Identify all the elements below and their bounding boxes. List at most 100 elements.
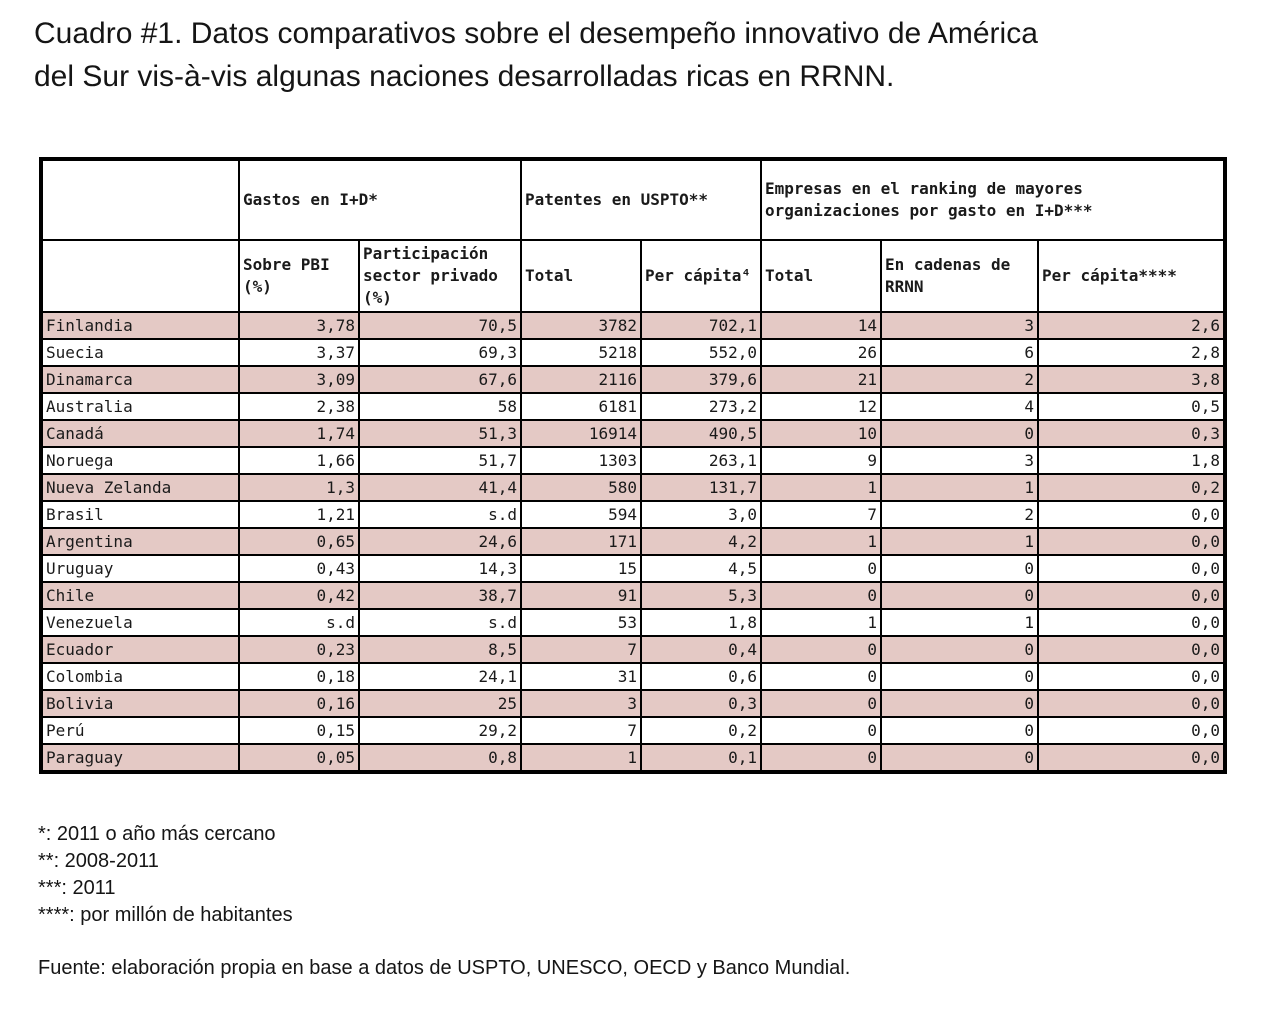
pbi-cell: 0,05 — [238, 743, 360, 773]
private-share-cell: 58 — [357, 392, 523, 421]
patents-per-capita-cell: 0,2 — [640, 716, 763, 745]
header-patents-total: Total — [520, 239, 643, 313]
pbi-cell: 1,3 — [238, 473, 360, 502]
patents-total-cell: 171 — [520, 527, 643, 556]
header-companies-rrnn: En cadenas de RRNN — [880, 239, 1040, 313]
private-share-cell: 0,8 — [357, 743, 523, 773]
patents-per-capita-cell: 4,5 — [640, 554, 763, 583]
country-cell: Argentina — [40, 527, 240, 556]
companies-total-cell: 1 — [760, 473, 883, 502]
companies-per-capita-cell: 0,5 — [1037, 392, 1227, 421]
companies-rrnn-cell: 0 — [880, 635, 1040, 664]
private-share-cell: 14,3 — [357, 554, 523, 583]
companies-rrnn-cell: 1 — [880, 473, 1040, 502]
country-cell: Australia — [40, 392, 240, 421]
table-row: Uruguay 0,43 14,3 15 4,5 0 0 0,0 — [40, 554, 1227, 583]
patents-total-cell: 16914 — [520, 419, 643, 448]
companies-total-cell: 1 — [760, 608, 883, 637]
private-share-cell: 51,7 — [357, 446, 523, 475]
private-share-cell: s.d — [357, 500, 523, 529]
patents-total-cell: 6181 — [520, 392, 643, 421]
pbi-cell: 0,65 — [238, 527, 360, 556]
header-patents-per-capita: Per cápita⁴ — [640, 239, 763, 313]
table-row: Brasil 1,21 s.d 594 3,0 7 2 0,0 — [40, 500, 1227, 529]
companies-rrnn-cell: 3 — [880, 311, 1040, 340]
table-row: Argentina 0,65 24,6 171 4,2 1 1 0,0 — [40, 527, 1227, 556]
patents-total-cell: 91 — [520, 581, 643, 610]
header-companies-total: Total — [760, 239, 883, 313]
country-cell: Canadá — [40, 419, 240, 448]
companies-per-capita-cell: 0,0 — [1037, 500, 1227, 529]
table-row: Nueva Zelanda 1,3 41,4 580 131,7 1 1 0,2 — [40, 473, 1227, 502]
companies-rrnn-cell: 0 — [880, 743, 1040, 773]
patents-total-cell: 7 — [520, 716, 643, 745]
companies-per-capita-cell: 2,6 — [1037, 311, 1227, 340]
companies-rrnn-cell: 0 — [880, 554, 1040, 583]
patents-per-capita-cell: 0,3 — [640, 689, 763, 718]
companies-rrnn-cell: 0 — [880, 662, 1040, 691]
companies-total-cell: 10 — [760, 419, 883, 448]
private-share-cell: 67,6 — [357, 365, 523, 394]
companies-total-cell: 14 — [760, 311, 883, 340]
companies-rrnn-cell: 2 — [880, 500, 1040, 529]
companies-rrnn-cell: 1 — [880, 608, 1040, 637]
companies-per-capita-cell: 2,8 — [1037, 338, 1227, 367]
companies-per-capita-cell: 0,0 — [1037, 554, 1227, 583]
companies-rrnn-cell: 0 — [880, 689, 1040, 718]
pbi-cell: 0,16 — [238, 689, 360, 718]
patents-per-capita-cell: 702,1 — [640, 311, 763, 340]
table-row: Perú 0,15 29,2 7 0,2 0 0 0,0 — [40, 716, 1227, 745]
country-cell: Paraguay — [40, 743, 240, 773]
header-pbi: Sobre PBI (%) — [238, 239, 360, 313]
companies-rrnn-cell: 1 — [880, 527, 1040, 556]
companies-total-cell: 12 — [760, 392, 883, 421]
companies-total-cell: 0 — [760, 716, 883, 745]
companies-total-cell: 0 — [760, 662, 883, 691]
companies-per-capita-cell: 0,0 — [1037, 689, 1227, 718]
companies-per-capita-cell: 0,0 — [1037, 716, 1227, 745]
footnote: ****: por millón de habitantes — [38, 904, 293, 926]
table-row: Canadá 1,74 51,3 16914 490,5 10 0 0,3 — [40, 419, 1227, 448]
companies-per-capita-cell: 0,2 — [1037, 473, 1227, 502]
companies-rrnn-cell: 0 — [880, 419, 1040, 448]
companies-total-cell: 26 — [760, 338, 883, 367]
header-companies: Empresas en el ranking de mayores organi… — [760, 158, 1227, 241]
pbi-cell: 0,43 — [238, 554, 360, 583]
patents-total-cell: 7 — [520, 635, 643, 664]
patents-per-capita-cell: 5,3 — [640, 581, 763, 610]
pbi-cell: 3,37 — [238, 338, 360, 367]
private-share-cell: 41,4 — [357, 473, 523, 502]
patents-per-capita-cell: 273,2 — [640, 392, 763, 421]
companies-per-capita-cell: 0,0 — [1037, 662, 1227, 691]
sub-header-row: Sobre PBI (%) Participación sector priva… — [40, 239, 1227, 313]
patents-total-cell: 3782 — [520, 311, 643, 340]
title-line: del Sur vis-à-vis algunas naciones desar… — [34, 60, 895, 93]
pbi-cell: 0,42 — [238, 581, 360, 610]
patents-per-capita-cell: 0,6 — [640, 662, 763, 691]
companies-per-capita-cell: 0,0 — [1037, 635, 1227, 664]
companies-rrnn-cell: 3 — [880, 446, 1040, 475]
table-row: Noruega 1,66 51,7 1303 263,1 9 3 1,8 — [40, 446, 1227, 475]
companies-total-cell: 0 — [760, 689, 883, 718]
patents-total-cell: 1303 — [520, 446, 643, 475]
country-cell: Venezuela — [40, 608, 240, 637]
country-cell: Finlandia — [40, 311, 240, 340]
country-cell: Perú — [40, 716, 240, 745]
table-row: Ecuador 0,23 8,5 7 0,4 0 0 0,0 — [40, 635, 1227, 664]
header-companies-per-capita: Per cápita**** — [1037, 239, 1227, 313]
footnotes: *: 2011 o año más cercano **: 2008-2011 … — [38, 821, 293, 929]
patents-per-capita-cell: 4,2 — [640, 527, 763, 556]
table-row: Suecia 3,37 69,3 5218 552,0 26 6 2,8 — [40, 338, 1227, 367]
patents-per-capita-cell: 490,5 — [640, 419, 763, 448]
source-note: Fuente: elaboración propia en base a dat… — [38, 957, 851, 979]
companies-per-capita-cell: 0,0 — [1037, 527, 1227, 556]
companies-rrnn-cell: 2 — [880, 365, 1040, 394]
pbi-cell: 0,18 — [238, 662, 360, 691]
header-id-spending: Gastos en I+D* — [237, 158, 523, 241]
private-share-cell: s.d — [357, 608, 523, 637]
patents-total-cell: 3 — [520, 689, 643, 718]
table-row: Bolivia 0,16 25 3 0,3 0 0 0,0 — [40, 689, 1227, 718]
table-row: Paraguay 0,05 0,8 1 0,1 0 0 0,0 — [40, 743, 1227, 773]
companies-total-cell: 0 — [760, 581, 883, 610]
pbi-cell: 0,15 — [238, 716, 360, 745]
